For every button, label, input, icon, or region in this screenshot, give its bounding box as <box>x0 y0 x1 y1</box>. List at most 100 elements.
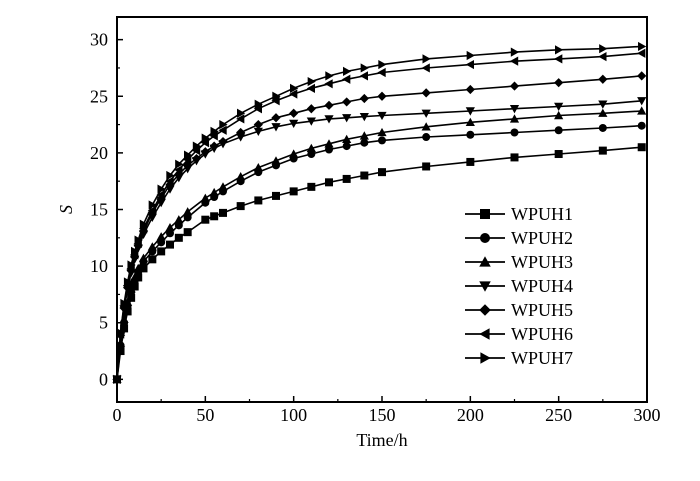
data-point <box>200 138 210 148</box>
data-point <box>139 219 149 229</box>
data-point <box>465 84 475 95</box>
x-tick-label: 0 <box>113 405 122 425</box>
data-point <box>598 100 608 109</box>
data-point <box>509 81 520 91</box>
data-point <box>306 104 316 114</box>
x-axis: 0 50 100 150 200 250 300 <box>113 396 661 425</box>
data-point <box>174 233 183 242</box>
series-wpuh3 <box>112 106 647 384</box>
legend-item-wpuh7: WPUH7 <box>465 348 573 368</box>
data-point <box>465 107 475 116</box>
data-point <box>289 149 299 158</box>
legend-marker <box>479 304 491 316</box>
data-point <box>509 105 520 114</box>
data-point <box>598 146 607 155</box>
data-point <box>359 131 369 140</box>
data-point <box>174 215 184 224</box>
data-point <box>465 117 475 126</box>
data-point <box>156 190 165 200</box>
y-tick-label: 0 <box>99 369 108 389</box>
data-point <box>148 200 157 210</box>
data-point <box>138 253 149 262</box>
data-point <box>466 50 475 61</box>
data-point <box>510 153 519 162</box>
data-point <box>422 54 431 64</box>
data-point <box>165 176 174 186</box>
data-point <box>116 328 126 338</box>
legend-label: WPUH6 <box>511 324 573 344</box>
data-point <box>271 156 281 165</box>
data-point <box>120 298 129 309</box>
data-point <box>637 97 647 106</box>
data-point <box>342 97 352 107</box>
y-tick-label: 10 <box>90 256 108 276</box>
data-point <box>130 282 139 291</box>
data-point <box>378 136 386 145</box>
data-point <box>466 157 475 166</box>
data-point <box>166 170 175 181</box>
data-point <box>598 74 608 84</box>
data-point <box>554 45 564 55</box>
x-tick-label: 100 <box>280 405 307 425</box>
data-point <box>324 115 334 124</box>
x-tick-label: 50 <box>196 405 214 425</box>
data-point <box>421 122 431 131</box>
data-point <box>191 146 201 156</box>
data-point <box>509 114 520 123</box>
data-point <box>133 263 143 273</box>
data-point <box>219 119 228 130</box>
data-point <box>325 71 334 81</box>
data-point <box>638 41 647 52</box>
legend-label: WPUH4 <box>511 276 573 296</box>
data-point <box>637 121 646 130</box>
data-point <box>510 128 519 137</box>
legend-item-wpuh2: WPUH2 <box>465 228 573 248</box>
data-point <box>191 153 202 164</box>
data-point <box>324 139 334 148</box>
y-tick-label: 15 <box>90 200 108 220</box>
data-point <box>157 247 166 256</box>
data-point <box>156 232 166 241</box>
data-point <box>271 113 281 123</box>
data-point <box>637 143 646 152</box>
data-point <box>599 44 608 54</box>
legend-item-wpuh5: WPUH5 <box>465 300 573 320</box>
data-point <box>422 133 431 142</box>
data-point <box>254 99 263 109</box>
legend-item-wpuh6: WPUH6 <box>465 324 573 344</box>
series-wpuh1 <box>113 143 646 384</box>
data-point <box>465 59 475 70</box>
data-point <box>510 47 520 57</box>
data-point <box>236 172 246 181</box>
data-point <box>637 48 646 58</box>
data-point <box>421 109 431 118</box>
plot-area <box>112 41 647 384</box>
data-point <box>130 272 140 282</box>
legend-marker <box>479 256 491 267</box>
y-tick-label: 20 <box>90 143 108 163</box>
data-point <box>289 187 298 196</box>
data-point <box>147 206 157 216</box>
data-point <box>289 89 298 99</box>
data-point <box>554 110 564 120</box>
data-point <box>174 165 183 175</box>
data-point <box>307 76 316 87</box>
data-point <box>236 108 246 118</box>
data-point <box>598 108 608 117</box>
legend-marker <box>480 233 490 243</box>
data-point <box>554 150 563 159</box>
data-point <box>209 187 219 197</box>
data-point <box>201 133 210 143</box>
data-point <box>138 224 148 234</box>
data-point <box>218 182 228 191</box>
legend-marker <box>480 352 491 364</box>
legend-label: WPUH5 <box>511 300 573 320</box>
y-tick-label: 30 <box>90 30 108 50</box>
data-point <box>377 127 387 137</box>
data-point <box>165 223 175 232</box>
data-point <box>236 127 246 138</box>
data-point <box>324 79 333 89</box>
data-point <box>123 307 132 316</box>
x-axis-title: Time/h <box>356 430 407 450</box>
